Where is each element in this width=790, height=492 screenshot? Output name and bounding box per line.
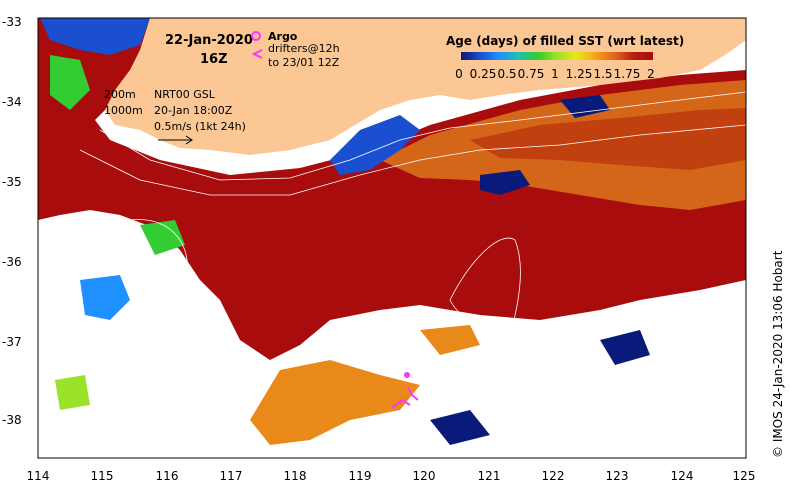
sst-field-blue-north — [330, 115, 420, 175]
argo-float-marker — [404, 372, 410, 378]
map-date: 22-Jan-2020 — [165, 33, 253, 48]
drifter-track-2 — [407, 387, 419, 401]
nrt-label: NRT00 GSL — [154, 88, 216, 101]
plot-frame — [37, 17, 747, 459]
sst-field-green-4 — [55, 375, 90, 410]
sst-field-orange-south — [250, 360, 420, 445]
y-tick-label: -34 — [2, 95, 22, 109]
argo-legend-label: Argo — [268, 30, 298, 43]
sst-field-green-1 — [50, 55, 90, 110]
colorbar-title: Age (days) of filled SST (wrt latest) — [446, 34, 684, 48]
x-tick-label: 125 — [733, 469, 756, 483]
colorbar-tick: 0.5 — [497, 67, 516, 81]
velocity-scale-arrow — [158, 135, 193, 145]
sst-field-blue-west — [80, 275, 130, 320]
colorbar-gradient — [461, 52, 653, 60]
y-tick-label: -37 — [2, 335, 22, 349]
x-tick-label: 121 — [478, 469, 501, 483]
x-tick-label: 116 — [156, 469, 179, 483]
x-tick-label: 117 — [220, 469, 243, 483]
sst-field-navy-2 — [560, 95, 610, 118]
x-tick-label: 122 — [542, 469, 565, 483]
colorbar: Age (days) of filled SST (wrt latest) 0 … — [446, 34, 684, 81]
drifter-legend-label: drifters@12h — [268, 42, 340, 55]
credit-label: © IMOS 24-Jan-2020 13:06 Hobart — [771, 250, 785, 458]
colorbar-tick: 2 — [647, 67, 655, 81]
x-tick-label: 119 — [349, 469, 372, 483]
x-tick-label: 118 — [284, 469, 307, 483]
y-tick-label: -33 — [2, 15, 22, 29]
contour-200m — [99, 91, 746, 181]
map-time: 16Z — [200, 52, 228, 67]
colorbar-tick: 1.75 — [614, 67, 641, 81]
contour-1000m — [79, 124, 746, 196]
argo-legend-icon — [251, 31, 261, 41]
colorbar-tick: 1.25 — [566, 67, 593, 81]
x-tick-label: 115 — [91, 469, 114, 483]
contour-label-1000m: 1000m — [104, 104, 143, 117]
x-axis: 114 115 116 117 118 119 120 121 122 123 … — [27, 469, 756, 483]
colorbar-tick: 1 — [551, 67, 559, 81]
sst-field-orange-south-2 — [420, 325, 480, 355]
y-tick-label: -35 — [2, 175, 22, 189]
colorbar-tick: 0.25 — [470, 67, 497, 81]
eddy-contour-2 — [449, 237, 521, 336]
sst-field-navy-4 — [430, 410, 490, 445]
y-axis: -33 -34 -35 -36 -37 -38 — [2, 15, 22, 427]
sst-field-blue-nw — [40, 18, 150, 55]
x-tick-label: 124 — [671, 469, 694, 483]
x-tick-label: 120 — [413, 469, 436, 483]
x-tick-label: 123 — [606, 469, 629, 483]
colorbar-tick: 0 — [455, 67, 463, 81]
drifter-legend-icon — [251, 49, 263, 59]
sst-field-green-2 — [140, 220, 185, 255]
eddy-contour-1 — [120, 219, 188, 298]
drifter-legend-range: to 23/01 12Z — [268, 56, 340, 69]
drifter-track-1 — [391, 398, 411, 409]
sst-field-navy-3 — [600, 330, 650, 365]
y-tick-label: -36 — [2, 255, 22, 269]
plot-area — [38, 18, 746, 458]
contour-label-200m: 200m — [104, 88, 136, 101]
nrt-time: 20-Jan 18:00Z — [154, 104, 233, 117]
y-tick-label: -38 — [2, 413, 22, 427]
sst-field-navy-1 — [480, 170, 530, 195]
velocity-scale-label: 0.5m/s (1kt 24h) — [154, 120, 246, 133]
x-tick-label: 114 — [27, 469, 50, 483]
colorbar-tick: 0.75 — [518, 67, 545, 81]
colorbar-tick: 1.5 — [593, 67, 612, 81]
